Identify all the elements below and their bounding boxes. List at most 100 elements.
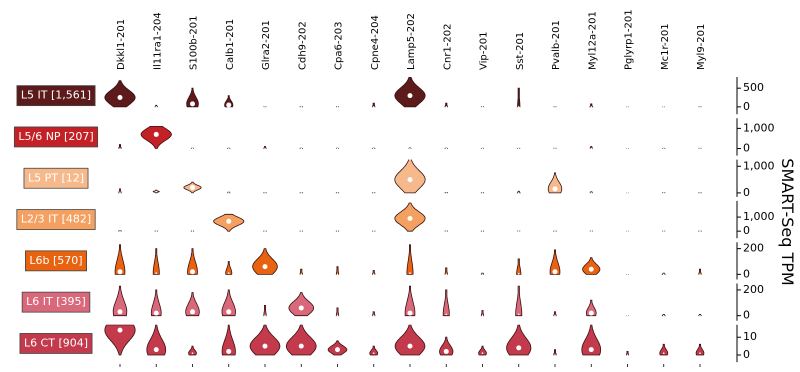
median-dot <box>626 192 629 194</box>
row-label: L5/6 NP [207] <box>18 130 93 143</box>
median-dot <box>372 314 375 317</box>
median-dot <box>372 273 375 276</box>
violin <box>118 188 122 194</box>
violin <box>517 87 521 108</box>
violin <box>252 248 278 275</box>
median-dot <box>336 147 339 150</box>
median-dot <box>264 230 266 232</box>
median-dot <box>191 147 194 150</box>
y-tick-label: 0 <box>743 309 750 322</box>
median-dot <box>590 147 593 150</box>
violin <box>140 126 172 149</box>
median-dot <box>481 230 484 232</box>
median-dot <box>590 192 593 194</box>
median-dot <box>699 147 701 150</box>
violin <box>285 324 317 356</box>
median-dot <box>372 147 375 150</box>
median-dot <box>662 192 665 194</box>
median-dot <box>190 101 195 107</box>
median-dot <box>300 192 303 194</box>
median-dot <box>699 273 701 276</box>
median-dot <box>336 106 339 108</box>
gene-label: Lamp5-202 <box>406 13 417 70</box>
violin <box>439 336 454 356</box>
median-dot <box>300 106 303 108</box>
violin <box>659 343 669 356</box>
median-dot <box>153 310 159 316</box>
violin <box>581 324 602 356</box>
gene-label: Mc1r-201 <box>660 23 671 70</box>
median-dot <box>155 272 158 274</box>
median-dot <box>226 102 232 108</box>
median-dot <box>335 347 340 353</box>
y-tick-label: 0 <box>743 100 750 113</box>
violin <box>372 311 376 317</box>
violin <box>186 87 199 108</box>
median-dot <box>336 230 339 232</box>
median-dot <box>227 272 230 274</box>
median-dot <box>626 230 629 232</box>
violin <box>114 244 126 275</box>
violin <box>515 285 523 317</box>
row-label-box <box>23 167 89 189</box>
row-label: L6 CT [904] <box>24 336 88 349</box>
median-dot <box>626 106 629 108</box>
gene-label: Pvalb-201 <box>551 20 562 70</box>
median-dot <box>300 273 303 276</box>
median-dot <box>662 230 665 232</box>
median-dot <box>517 272 520 275</box>
median-dot <box>190 185 195 191</box>
gene-label: Il11ra1-204 <box>152 12 163 70</box>
median-dot <box>407 93 413 99</box>
violin <box>394 77 426 108</box>
violin <box>372 102 376 108</box>
violin <box>589 146 593 149</box>
row-label: L5 PT [12] <box>28 171 84 184</box>
median-dot <box>481 273 484 276</box>
median-dot <box>264 147 266 150</box>
y-tick-label: 0 <box>743 348 750 361</box>
violin <box>516 258 522 275</box>
violin <box>150 289 162 317</box>
violin <box>553 311 557 317</box>
row-label: L6 IT [395] <box>26 295 86 308</box>
median-dot <box>588 310 594 316</box>
median-dot <box>699 106 701 108</box>
median-dot <box>300 147 303 150</box>
violin <box>185 292 200 317</box>
violin <box>478 345 487 356</box>
violin <box>442 289 450 317</box>
median-dot <box>554 147 556 150</box>
median-dot <box>409 272 411 274</box>
violin <box>589 103 594 108</box>
y-tick-label: 500 <box>743 81 764 94</box>
median-dot <box>226 309 232 315</box>
median-dot <box>445 230 448 232</box>
row-plot <box>118 126 702 150</box>
violin <box>444 267 448 275</box>
median-dot <box>662 273 665 276</box>
median-dot <box>190 309 195 315</box>
row-label-box <box>16 85 96 107</box>
violin <box>146 324 167 356</box>
violin <box>188 345 197 356</box>
violin <box>506 324 532 356</box>
median-dot <box>662 314 665 317</box>
median-dot <box>445 192 448 194</box>
gene-label: Cpa6-203 <box>334 21 345 70</box>
row-label-box <box>25 250 87 272</box>
median-dot <box>554 314 556 317</box>
gene-label: Cpne4-204 <box>370 15 381 70</box>
violin <box>221 324 236 356</box>
violin <box>104 324 136 356</box>
gene-label: S100b-201 <box>189 16 200 70</box>
median-dot <box>445 273 448 276</box>
violin <box>695 343 705 356</box>
y-tick-label: 1,000 <box>743 210 775 223</box>
violin <box>372 270 376 275</box>
median-dot <box>662 106 665 108</box>
median-dot <box>407 343 413 349</box>
median-dot <box>407 215 413 221</box>
violin <box>404 285 416 317</box>
median-dot <box>481 147 484 150</box>
